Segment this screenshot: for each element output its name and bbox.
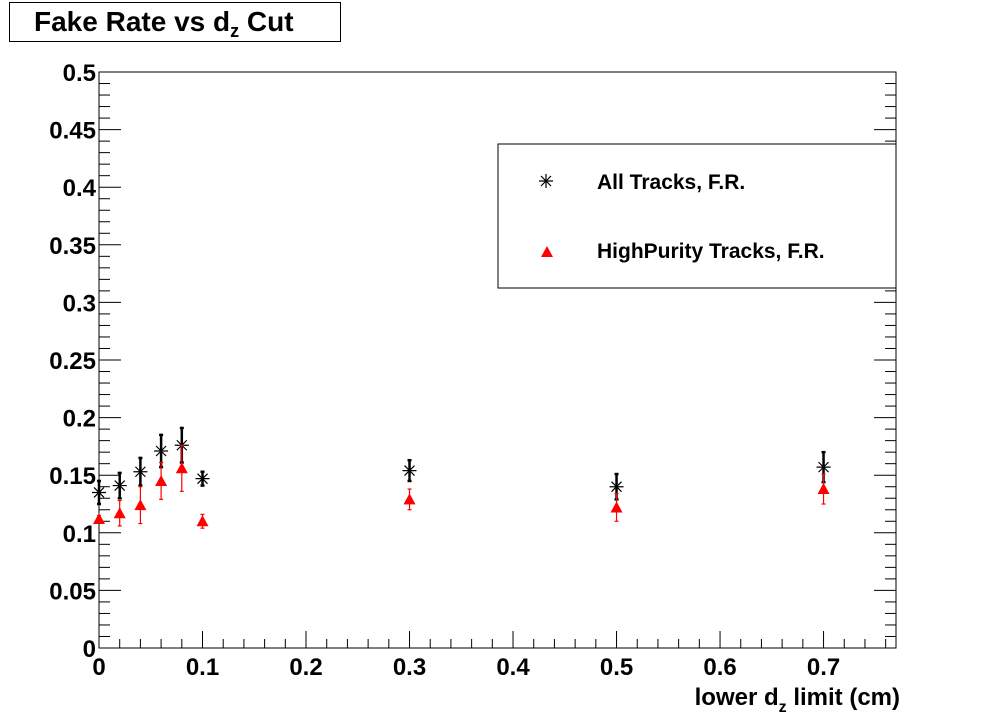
data-point	[93, 512, 105, 524]
data-point	[196, 515, 209, 527]
data-point	[175, 462, 188, 474]
y-tick-label: 0.5	[63, 60, 96, 87]
y-tick-label: 0.35	[49, 233, 96, 260]
y-tick-label: 0.1	[63, 521, 96, 548]
y-tick-label: 0	[83, 636, 96, 663]
data-point	[195, 471, 210, 486]
x-tick-label: 0.7	[807, 654, 840, 681]
data-point	[610, 501, 623, 513]
series-0	[92, 426, 831, 506]
legend: All Tracks, F.R. HighPurity Tracks, F.R.	[497, 143, 897, 289]
y-tick-label: 0.3	[63, 290, 96, 317]
series-1	[93, 444, 830, 529]
y-tick-label: 0.15	[49, 463, 96, 490]
y-axis: 0 0.05 0.1 0.15 0.2 0.25 0.3 0.35 0.4 0.45 0.5	[49, 60, 896, 663]
legend-box	[497, 143, 897, 289]
y-tick-label: 0.4	[63, 175, 97, 202]
data-point	[402, 463, 417, 478]
x-tick-label: 0.6	[703, 654, 736, 681]
chart-title-subscript: z	[230, 21, 240, 41]
legend-asterisk-marker	[539, 174, 553, 188]
legend-label-highpurity-tracks: HighPurity Tracks, F.R.	[597, 240, 825, 263]
data-point	[816, 460, 831, 475]
legend-label-all-tracks: All Tracks, F.R.	[597, 171, 745, 194]
chart-title-suffix: Cut	[239, 6, 294, 37]
x-tick-label: 0	[92, 654, 105, 681]
y-tick-label: 0.2	[63, 406, 96, 433]
data-point	[154, 444, 169, 459]
x-axis: 0 0.1 0.2 0.3 0.4 0.5 0.6 0.7	[92, 631, 887, 681]
data-point	[113, 507, 126, 519]
y-tick-label: 0.25	[49, 348, 96, 375]
data-point	[112, 478, 127, 493]
data-point	[92, 485, 106, 500]
x-tick-label: 0.4	[496, 654, 530, 681]
x-axis-label: lower dz limit (cm)	[695, 684, 900, 716]
x-tick-label: 0.5	[600, 654, 633, 681]
x-tick-label: 0.2	[289, 654, 322, 681]
data-point	[403, 493, 416, 505]
x-tick-label: 0.1	[186, 654, 219, 681]
y-tick-label: 0.45	[49, 118, 96, 145]
x-tick-label: 0.3	[393, 654, 426, 681]
chart-title-main: Fake Rate vs d	[34, 6, 231, 37]
series-layer	[92, 426, 831, 529]
y-tick-label: 0.05	[49, 578, 96, 605]
data-point	[133, 464, 148, 479]
data-point	[155, 474, 168, 486]
legend-marker-highpurity-tracks	[541, 246, 553, 257]
data-point	[134, 499, 147, 511]
data-point	[817, 483, 830, 495]
legend-marker-all-tracks	[539, 174, 553, 188]
chart-title: Fake Rate vs dz Cut	[9, 2, 341, 42]
data-point	[609, 479, 624, 494]
legend-triangle-marker	[541, 246, 553, 257]
